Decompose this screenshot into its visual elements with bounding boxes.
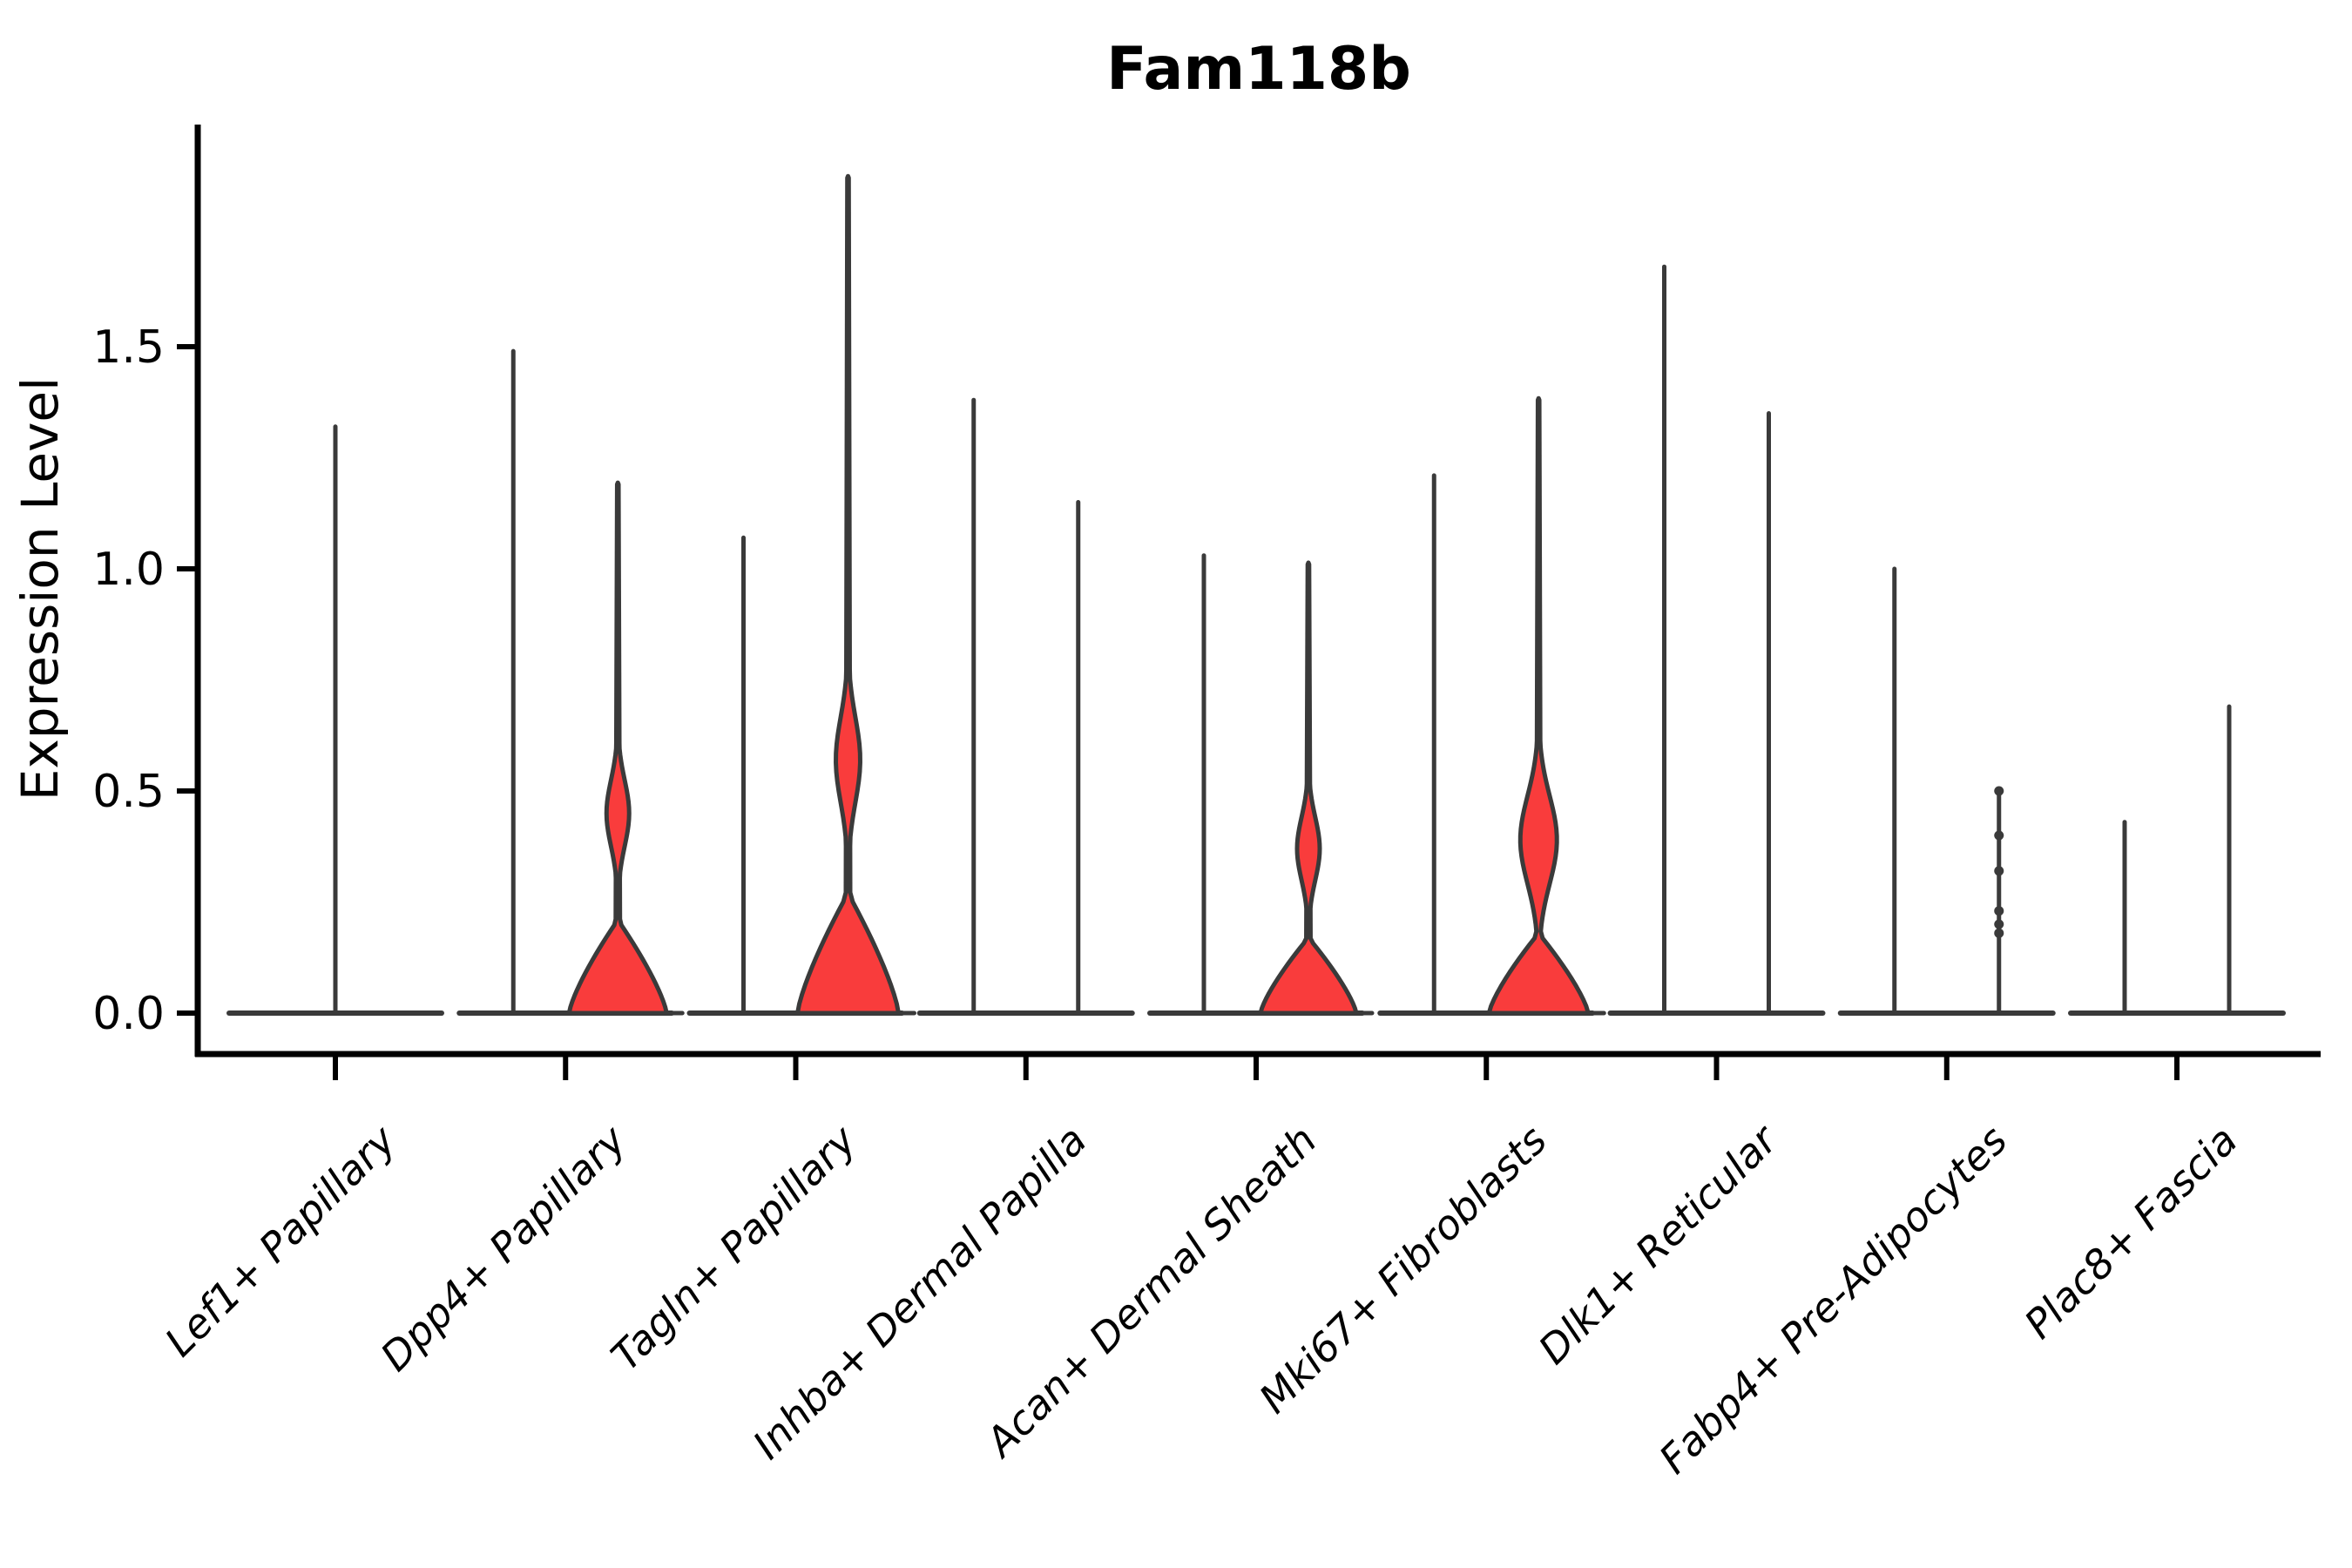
violin-knob [1994, 928, 2004, 938]
chart-title: Fam118b [1106, 35, 1411, 104]
x-tick-label: Lef1+ Papillary [156, 1116, 405, 1365]
violin-knob [1994, 906, 2004, 916]
violin-body [551, 480, 685, 1016]
violin-body [1242, 560, 1375, 1016]
violin-knob [1994, 786, 2004, 796]
violin-knob [1994, 866, 2004, 876]
x-tick-label: Dlk1+ Reticular [1530, 1114, 1788, 1373]
violin-body [780, 173, 916, 1016]
violin-knob [1994, 830, 2004, 841]
axes [177, 125, 2321, 1080]
y-tick-label: 1.0 [92, 544, 165, 596]
x-tick-label: Tagln+ Papillary [602, 1116, 866, 1380]
violin-body [1470, 395, 1606, 1016]
violin-knob [1994, 919, 2004, 929]
y-tick-label: 1.5 [92, 321, 165, 374]
violins-layer [333, 173, 2232, 1016]
y-tick-label: 0.0 [92, 988, 165, 1040]
y-axis-label: Expression Level [10, 377, 70, 801]
y-tick-label: 0.5 [92, 766, 165, 818]
x-tick-label: Dpp4+ Papillary [371, 1116, 635, 1380]
x-tick-label: Plac8+ Fascia [2015, 1117, 2246, 1348]
